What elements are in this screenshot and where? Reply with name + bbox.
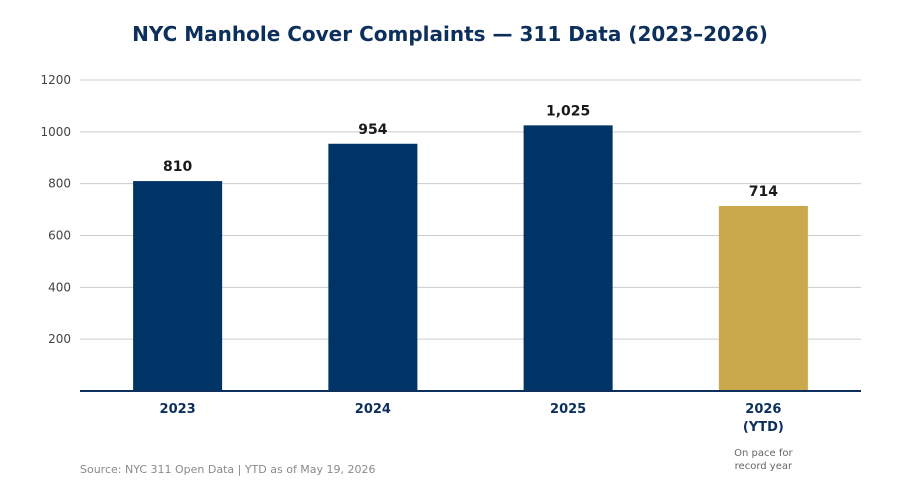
y-axis-ticks: 200 400 600 800 1000 1200 (40, 73, 71, 346)
annotation-text: On pace for (734, 448, 793, 459)
category-sublabel: (YTD) (743, 420, 784, 435)
source-note: Source: NYC 311 Open Data | YTD as of Ma… (80, 463, 376, 476)
value-label: 714 (749, 184, 778, 200)
bar-2026 (718, 205, 808, 391)
bar-2025 (523, 125, 613, 392)
y-tick-label: 400 (48, 280, 71, 294)
value-label: 1,025 (546, 103, 590, 119)
y-tick-label: 1200 (40, 73, 71, 87)
y-tick-label: 1000 (40, 125, 71, 139)
x-axis-labels: 2023 2024 2025 2026 (YTD) (160, 402, 784, 435)
category-label: 2023 (160, 402, 196, 417)
value-label: 954 (358, 122, 387, 138)
data-labels: 810 954 1,025 714 (163, 103, 778, 200)
category-label: 2026 (745, 402, 781, 417)
category-label: 2025 (550, 402, 586, 417)
annotation-text: record year (735, 461, 793, 472)
category-label: 2024 (355, 402, 391, 417)
value-label: 810 (163, 159, 192, 175)
bar-2024 (328, 143, 418, 391)
annotations: On pace for record year (734, 448, 793, 472)
bars (133, 125, 808, 392)
chart-title: NYC Manhole Cover Complaints — 311 Data … (132, 22, 768, 46)
bar-2023 (133, 181, 223, 391)
y-tick-label: 800 (48, 177, 71, 191)
y-tick-label: 200 (48, 332, 71, 346)
y-tick-label: 600 (48, 229, 71, 243)
